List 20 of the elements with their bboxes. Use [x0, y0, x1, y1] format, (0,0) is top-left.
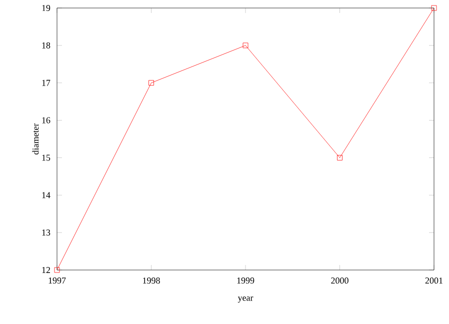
y-axis-title: diameter — [32, 123, 39, 154]
point — [148, 80, 154, 86]
x-tick-label: 1999 — [237, 278, 254, 284]
y-tick-label: 13 — [42, 230, 50, 236]
x-tick-label: 1998 — [143, 278, 160, 284]
y-tick-label: 18 — [42, 42, 50, 48]
y-tick-label: 12 — [42, 267, 50, 273]
point — [431, 5, 437, 11]
y-tick-label: 16 — [42, 117, 50, 124]
y-tick-label: 19 — [42, 4, 50, 12]
point — [337, 155, 342, 160]
y-tick-label: 15 — [42, 154, 50, 161]
x-tick-label: 2000 — [331, 278, 348, 284]
point — [242, 42, 248, 48]
x-tick-label: 1997 — [48, 278, 66, 284]
x-tick-label: 2001 — [425, 278, 442, 284]
x-axis-title: year — [238, 296, 254, 303]
point — [54, 267, 60, 273]
y-tick-label: 14 — [42, 192, 50, 198]
y-tick-label: 17 — [42, 80, 50, 86]
